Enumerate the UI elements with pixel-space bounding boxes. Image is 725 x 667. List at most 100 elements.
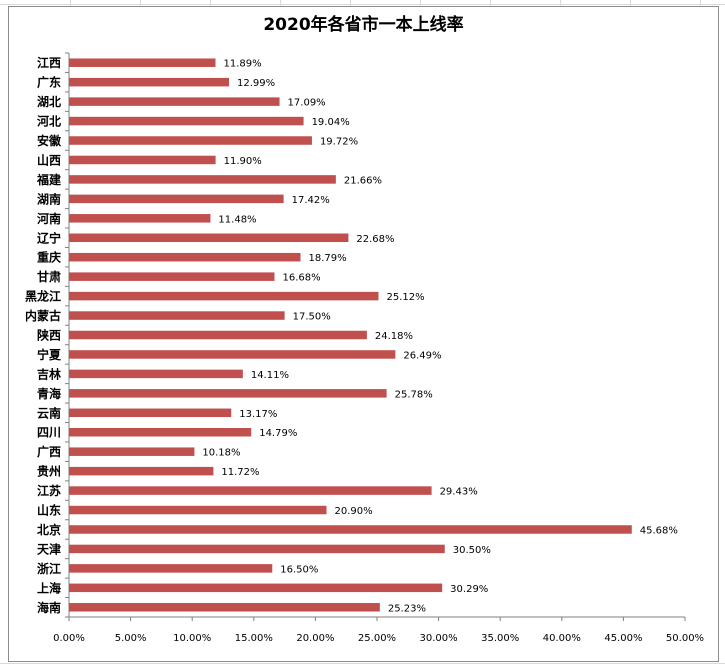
data-label: 19.72% <box>320 137 358 148</box>
bar <box>69 116 304 126</box>
x-tick-label: 20.00% <box>296 633 334 644</box>
x-tick-label: 40.00% <box>543 633 581 644</box>
category-label: 四川 <box>37 426 61 440</box>
data-label: 22.68% <box>356 234 394 245</box>
category-label: 云南 <box>37 405 61 420</box>
x-tick-label: 0.00% <box>53 633 85 644</box>
bar <box>69 583 443 593</box>
bar <box>69 544 445 554</box>
data-label: 25.23% <box>388 603 426 614</box>
data-label: 45.68% <box>640 525 678 536</box>
category-label: 吉林 <box>37 366 61 381</box>
category-label: 天津 <box>37 541 61 556</box>
category-label: 湖北 <box>37 94 61 109</box>
category-label: 青海 <box>37 386 61 401</box>
category-label: 安徽 <box>37 133 62 148</box>
category-label: 江苏 <box>37 483 61 498</box>
x-tick-label: 50.00% <box>666 633 704 644</box>
data-label: 14.11% <box>251 370 289 381</box>
bar <box>69 252 301 262</box>
data-label: 18.79% <box>308 253 346 264</box>
bar <box>69 408 232 418</box>
category-label: 内蒙古 <box>25 308 61 323</box>
category-label: 河北 <box>36 114 61 129</box>
category-label: 广西 <box>37 444 61 459</box>
x-tick-label: 15.00% <box>235 633 273 644</box>
data-label: 16.68% <box>282 273 320 284</box>
bar <box>69 447 195 456</box>
data-label: 24.18% <box>375 331 413 342</box>
chart-area[interactable]: 2020年各省市一本上线率 江西 11.89% 广东 12.99% 湖北 17.09% 河北… <box>8 6 719 662</box>
data-label: 11.48% <box>218 214 256 225</box>
bar <box>69 350 396 359</box>
bar-chart: 江西 11.89% 广东 12.99% 湖北 17.09% 河北 19.04% 安徽 19.72%… <box>25 52 704 644</box>
bar <box>69 214 211 223</box>
bar <box>69 311 285 320</box>
data-label: 14.79% <box>259 428 297 439</box>
bar <box>69 136 312 145</box>
bar <box>69 175 336 184</box>
x-tick-label: 25.00% <box>358 633 396 644</box>
data-label: 17.50% <box>293 312 331 323</box>
category-label: 广东 <box>37 75 61 90</box>
category-label: 海南 <box>37 600 61 615</box>
data-label: 25.78% <box>395 389 433 400</box>
data-label: 20.90% <box>334 506 372 517</box>
x-tick-label: 35.00% <box>481 633 519 644</box>
category-label: 甘肃 <box>37 269 61 284</box>
data-label: 12.99% <box>237 78 275 89</box>
data-label: 19.04% <box>312 117 350 128</box>
bar <box>69 466 214 476</box>
x-tick-label: 30.00% <box>420 633 458 644</box>
bar <box>69 564 273 573</box>
category-label: 上海 <box>37 580 61 595</box>
bar <box>69 486 432 495</box>
bar <box>69 77 230 87</box>
bar <box>69 369 243 379</box>
data-label: 30.29% <box>450 584 488 595</box>
data-label: 11.90% <box>224 156 262 167</box>
category-label: 陕西 <box>37 328 61 343</box>
x-tick-label: 10.00% <box>173 633 211 644</box>
category-label: 浙江 <box>37 561 61 576</box>
data-label: 30.50% <box>453 545 491 556</box>
category-label: 重庆 <box>37 250 61 265</box>
category-label: 山西 <box>37 152 61 167</box>
category-label: 江西 <box>37 55 61 70</box>
data-label: 21.66% <box>344 175 382 186</box>
bar <box>69 97 280 106</box>
bar <box>69 427 252 437</box>
category-label: 黑龙江 <box>25 289 61 304</box>
data-label: 29.43% <box>440 487 478 498</box>
category-label: 湖南 <box>37 191 61 206</box>
data-label: 11.89% <box>223 59 261 70</box>
bar <box>69 58 216 67</box>
bar <box>69 505 327 515</box>
x-tick-label: 5.00% <box>115 633 147 644</box>
data-label: 26.49% <box>403 350 441 361</box>
data-label: 17.09% <box>288 98 326 109</box>
bar <box>69 272 275 281</box>
bar <box>69 389 387 398</box>
data-label: 10.18% <box>202 448 240 459</box>
bar <box>69 155 216 165</box>
category-label: 山东 <box>37 503 61 518</box>
category-label: 福建 <box>36 172 62 187</box>
data-label: 17.42% <box>292 195 330 206</box>
category-label: 宁夏 <box>37 347 62 362</box>
category-label: 河南 <box>36 211 61 226</box>
bar <box>69 525 632 534</box>
chart-title: 2020年各省市一本上线率 <box>263 15 464 35</box>
bar <box>69 291 379 301</box>
x-tick-label: 45.00% <box>604 633 642 644</box>
bar <box>69 194 284 204</box>
data-label: 11.72% <box>221 467 259 478</box>
data-label: 13.17% <box>239 409 277 420</box>
bar <box>69 233 349 243</box>
category-label: 贵州 <box>37 464 61 479</box>
data-label: 16.50% <box>280 564 318 575</box>
bar <box>69 330 367 340</box>
bar <box>69 603 380 612</box>
category-label: 辽宁 <box>37 230 61 245</box>
